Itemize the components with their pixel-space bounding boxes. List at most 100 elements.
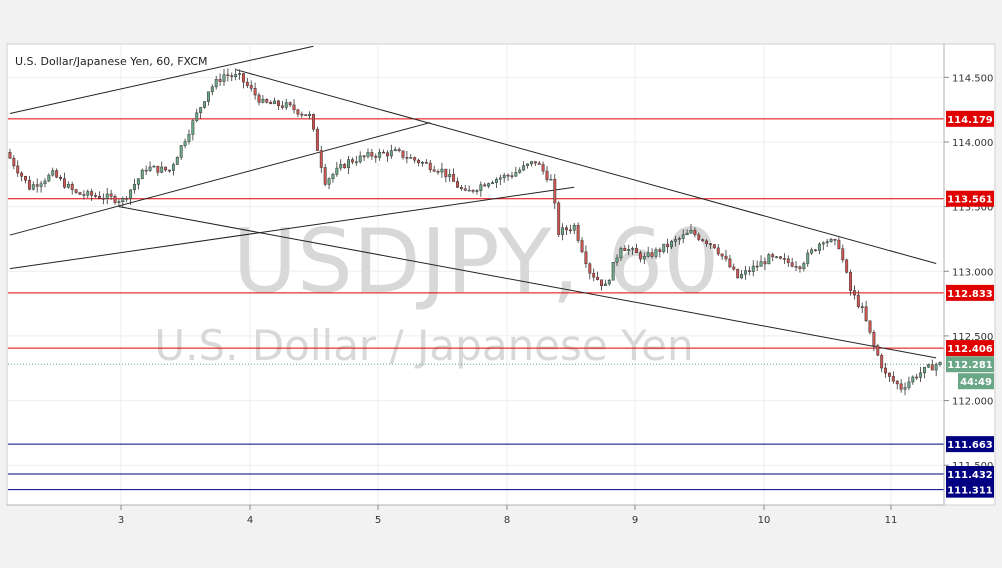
candle-body (421, 162, 424, 164)
current-price-tag-box (946, 356, 994, 373)
candle (55, 168, 59, 179)
candle-body (642, 256, 646, 260)
candle-body (257, 94, 261, 103)
candle (16, 160, 20, 177)
candle (568, 224, 572, 234)
candle (790, 257, 794, 268)
candle-body (786, 258, 790, 263)
x-tick-label: 11 (885, 515, 898, 526)
candle-body (510, 175, 514, 177)
candle (673, 235, 677, 247)
candle (187, 129, 191, 145)
resistance-tag: 114.179 (946, 110, 994, 127)
candle (428, 159, 432, 173)
candle (70, 181, 74, 195)
candle (401, 150, 405, 160)
candle-body (541, 164, 545, 172)
candle-body (483, 184, 487, 187)
candle (370, 148, 374, 160)
candle (903, 382, 907, 396)
candle (210, 84, 214, 96)
candle-body (125, 198, 129, 200)
candle-body (296, 109, 300, 115)
candle-body (339, 164, 343, 169)
candle-body (607, 279, 611, 285)
candle-body (206, 91, 210, 102)
candle-body (821, 242, 825, 245)
candle (852, 285, 856, 300)
candle-body (806, 252, 810, 264)
candle-body (724, 255, 728, 260)
candle (148, 161, 152, 172)
candle (564, 225, 568, 236)
candle-body (872, 331, 876, 346)
candle (806, 249, 810, 267)
candle (203, 101, 206, 109)
candle-body (133, 184, 136, 191)
candle (385, 150, 389, 162)
candle-body (183, 141, 187, 146)
candle-body (413, 157, 417, 161)
candle (833, 238, 837, 246)
candle (222, 68, 226, 86)
candle (97, 191, 101, 200)
candle (876, 343, 880, 357)
candle (938, 361, 942, 367)
candle (354, 155, 358, 167)
y-tick-label: 114.000 (952, 138, 993, 149)
candle (206, 91, 210, 106)
candle-body (794, 266, 798, 268)
candle (522, 161, 526, 172)
candle (214, 75, 218, 90)
candle (129, 189, 133, 205)
candle (175, 156, 179, 165)
candle-body (444, 168, 448, 178)
candle (712, 244, 716, 249)
trend-lines (9, 45, 937, 359)
candle-body (280, 105, 284, 108)
candle-body (463, 188, 467, 191)
candle (269, 100, 273, 105)
candle-body (191, 120, 195, 135)
candle (86, 189, 90, 199)
candle-body (230, 75, 234, 77)
candle-body (658, 249, 662, 252)
candle-body (55, 170, 59, 178)
candle (654, 247, 658, 260)
candle-body (269, 101, 273, 105)
candle-body (409, 157, 413, 159)
candle-body (549, 178, 553, 181)
candle (230, 72, 234, 82)
y-tick-label: 112.000 (952, 397, 993, 408)
candle (732, 263, 736, 271)
candle (642, 252, 646, 265)
candle (646, 246, 650, 258)
candle-body (506, 174, 510, 177)
candle (421, 160, 424, 167)
candle-body (759, 261, 763, 267)
candle-body (467, 189, 471, 192)
candle-body (214, 79, 218, 88)
candle-body (712, 244, 716, 249)
candle-body (51, 170, 55, 176)
candle (747, 266, 751, 276)
candle (179, 144, 183, 160)
candle-body (588, 263, 592, 274)
candle (736, 268, 740, 279)
candle (315, 126, 319, 151)
candle-body (557, 202, 561, 235)
watermark-symbol: USDJPY, 60 (233, 210, 720, 313)
candle (59, 174, 62, 181)
candle-body (292, 104, 296, 111)
candle (475, 189, 479, 195)
trend-line (235, 69, 937, 264)
candle (362, 155, 366, 161)
candle-body (203, 101, 206, 108)
candle (323, 164, 327, 187)
trend-line (9, 186, 575, 270)
candle (638, 250, 642, 263)
price-tags: 114.179 113.561 112.833 112.406 111.663 111.4… (946, 110, 994, 498)
candle-body (833, 239, 837, 241)
candle (156, 165, 160, 176)
candle (413, 156, 417, 164)
